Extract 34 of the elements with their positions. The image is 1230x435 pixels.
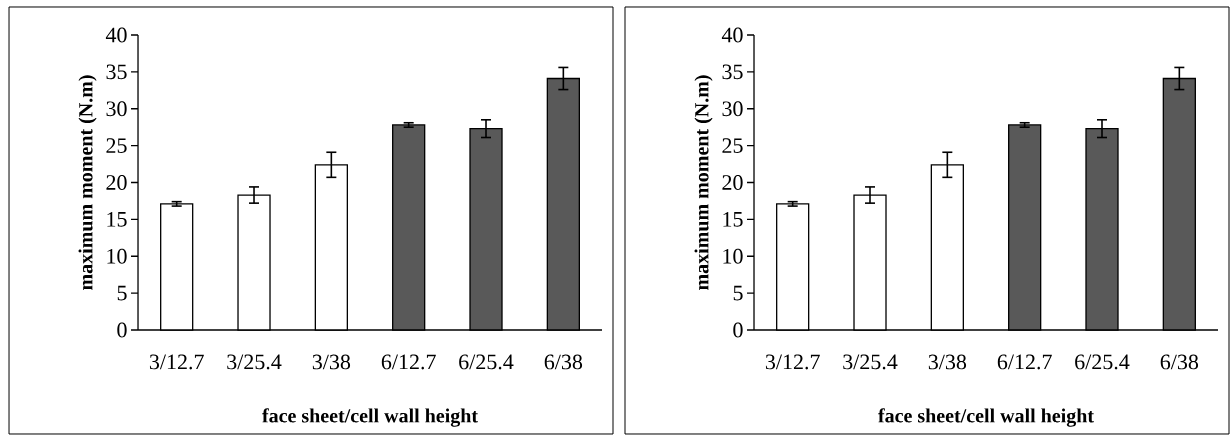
y-axis-title: maximum moment (N.m) (78, 75, 97, 290)
y-tick-label: 25 (722, 138, 743, 154)
x-tick-label: 3/12.7 (765, 354, 820, 370)
x-tick-label: 3/38 (928, 354, 967, 370)
y-tick-label: 5 (733, 285, 743, 301)
y-tick-label: 20 (722, 175, 743, 190)
y-tick-label: 25 (106, 138, 127, 154)
y-tick-label: 0 (117, 322, 127, 338)
y-tick-label: 30 (722, 101, 743, 117)
y-tick-label: 15 (723, 212, 743, 227)
y-tick-label: 40 (721, 27, 743, 43)
x-tick-label: 3/38 (312, 354, 351, 370)
x-axis-title: face sheet/cell wall height (878, 408, 1094, 427)
y-tick-label: 15 (107, 212, 127, 227)
x-tick-label: 6/38 (1160, 354, 1199, 370)
x-tick-label: 6/12.7 (381, 354, 436, 370)
y-tick-label: 35 (106, 64, 127, 80)
y-tick-label: 30 (106, 101, 127, 117)
y-tick-label: 5 (117, 285, 127, 301)
x-tick-label: 6/25.4 (1075, 354, 1130, 370)
y-tick-label: 40 (105, 27, 127, 43)
y-tick-label: 20 (106, 175, 127, 190)
y-axis-title: maximum moment (N.m) (694, 75, 713, 290)
x-tick-label: 6/12.7 (997, 354, 1052, 370)
x-tick-label: 3/25.4 (227, 354, 282, 370)
x-tick-label: 6/25.4 (459, 354, 514, 370)
x-tick-label: 3/25.4 (843, 354, 898, 370)
y-tick-label: 35 (722, 64, 743, 80)
y-tick-label: 0 (733, 322, 743, 338)
x-tick-label: 6/38 (544, 354, 583, 370)
y-tick-label: 10 (723, 248, 743, 264)
x-axis-title: face sheet/cell wall height (262, 408, 478, 427)
y-tick-label: 10 (107, 248, 127, 264)
x-tick-label: 3/12.7 (149, 354, 204, 370)
